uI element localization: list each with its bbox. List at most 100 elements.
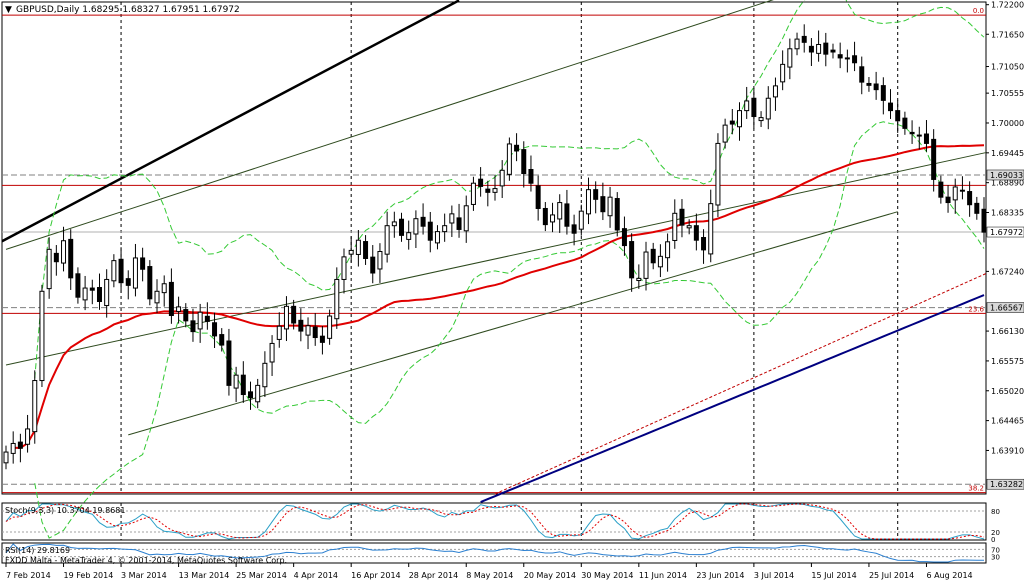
time-tick-label: 6 Aug 2014 — [926, 571, 972, 580]
candle-body — [600, 196, 606, 213]
time-tick-label: 8 May 2014 — [466, 571, 513, 580]
time-tick-label: 25 Jul 2014 — [869, 571, 914, 580]
candle-body — [844, 57, 850, 60]
price-tick-label: 1.68890 — [991, 179, 1024, 188]
price-tick-label: 1.71650 — [991, 30, 1024, 39]
price-tick-label: 1.68335 — [991, 209, 1024, 218]
candle-body — [125, 278, 131, 286]
candle-body — [10, 442, 16, 454]
candle-body — [226, 340, 232, 386]
candle-body — [377, 250, 383, 270]
candle-body — [830, 49, 836, 53]
candle-body — [852, 55, 858, 64]
price-label: 1.63282 — [990, 480, 1023, 489]
candle-body — [816, 43, 822, 54]
rsi-panel — [1, 542, 987, 564]
candle-body — [974, 202, 980, 214]
fib-label: 38.2 — [968, 485, 984, 493]
candle-body — [111, 260, 117, 282]
candle-body — [463, 205, 469, 232]
price-tick-label: 1.69445 — [991, 149, 1024, 158]
candle-body — [327, 315, 333, 339]
candle-body — [916, 134, 922, 137]
time-tick-label: 28 Apr 2014 — [409, 571, 458, 580]
candle-body — [334, 278, 340, 320]
candle-body — [751, 97, 757, 118]
candle-body — [283, 305, 289, 330]
candle-body — [276, 325, 282, 340]
candle-body — [140, 257, 146, 270]
candle-body — [427, 221, 433, 241]
candle-body — [82, 287, 88, 301]
candle-body — [758, 117, 764, 122]
candle-body — [319, 335, 325, 343]
time-tick-label: 30 May 2014 — [581, 571, 633, 580]
main-header: GBPUSD,Daily 1.68295 1.68327 1.67951 1.6… — [16, 5, 240, 15]
candle-body — [607, 196, 613, 217]
candle-body — [3, 451, 9, 464]
candle-body — [621, 228, 627, 247]
candle-body — [25, 428, 31, 445]
main-panel — [1, 1, 987, 495]
time-tick-label: 13 Mar 2014 — [179, 571, 230, 580]
price-tick-label: 1.70555 — [991, 89, 1024, 98]
candle-body — [693, 225, 699, 241]
candle-body — [923, 133, 929, 144]
candle-body — [370, 256, 376, 274]
candle-body — [399, 218, 405, 236]
price-label: 1.69033 — [990, 171, 1023, 180]
bollinger-lower — [34, 121, 985, 539]
price-tick-label: 1.65020 — [991, 387, 1024, 396]
candle-body — [902, 117, 908, 129]
candle-body — [967, 191, 973, 206]
candle-body — [542, 207, 548, 226]
stoch-panel — [1, 502, 987, 541]
candle-body — [744, 100, 750, 112]
time-tick-label: 23 Jun 2014 — [696, 571, 744, 580]
candle-body — [147, 266, 153, 300]
candle-body — [248, 391, 253, 399]
chart-header-icon: ▼ — [5, 5, 12, 15]
stoch-level-label: 0 — [991, 536, 995, 544]
candle-body — [765, 97, 771, 120]
time-tick-label: 3 Mar 2014 — [121, 571, 167, 580]
time-tick-label: 19 Feb 2014 — [64, 571, 114, 580]
candle-body — [269, 342, 275, 363]
stoch-level-label: 20 — [991, 529, 1000, 537]
candle-body — [197, 311, 203, 330]
time-tick-label: 16 Apr 2014 — [351, 571, 400, 580]
candle-body — [585, 189, 591, 215]
candle-body — [61, 240, 67, 264]
candle-body — [470, 182, 476, 205]
candle-body — [219, 334, 225, 346]
candle-body — [506, 143, 512, 175]
candle-body — [557, 202, 563, 220]
candle-body — [578, 210, 584, 230]
channel-middle-line — [5, 152, 987, 366]
candle-body — [737, 110, 742, 128]
candle-body — [355, 239, 361, 255]
candle-body — [132, 257, 138, 289]
candle-body — [499, 169, 505, 187]
candle-body — [104, 278, 110, 307]
candle-body — [305, 325, 311, 336]
rsi-level-label: 30 — [991, 554, 1000, 562]
candle-body — [895, 110, 901, 122]
candle-body — [240, 374, 246, 396]
fib-label: 0.0 — [973, 7, 984, 15]
stoch-main-line — [5, 503, 985, 540]
time-tick-label: 11 Jun 2014 — [639, 571, 687, 580]
candle-body — [118, 258, 124, 284]
candle-body — [154, 290, 160, 304]
candle-body — [17, 441, 23, 449]
price-label: 1.67972 — [990, 228, 1023, 237]
price-label-box — [986, 226, 1024, 238]
candle-body — [859, 66, 865, 83]
candle-body — [204, 315, 210, 322]
candle-body — [528, 168, 534, 184]
candle-body — [794, 38, 800, 50]
candle-body — [96, 287, 102, 303]
